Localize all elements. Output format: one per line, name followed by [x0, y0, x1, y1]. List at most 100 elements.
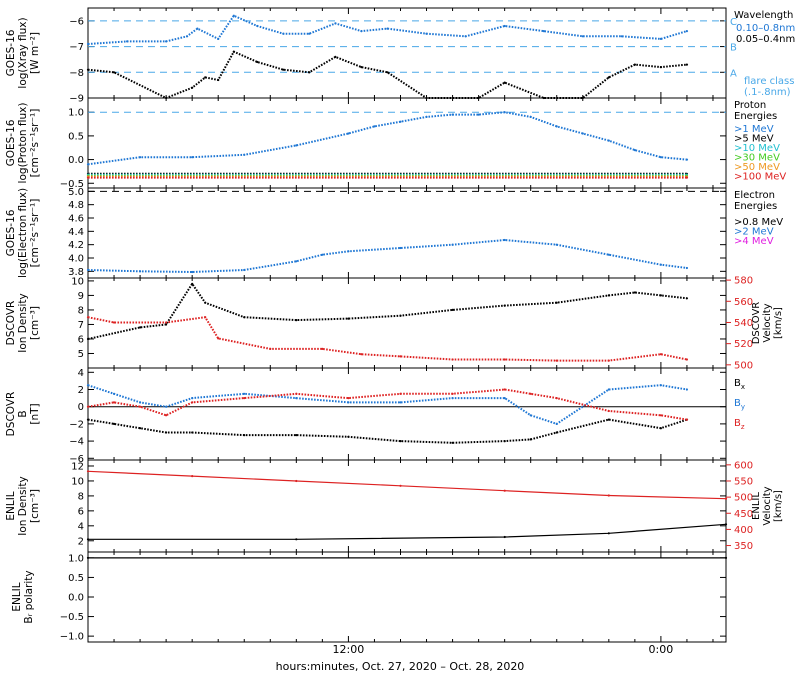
series-line	[87, 282, 688, 340]
data-point	[232, 14, 235, 17]
y-tick-label: 8	[78, 305, 84, 316]
y-tick-label: 0.5	[68, 573, 84, 584]
data-point	[295, 434, 298, 437]
data-point	[607, 418, 610, 421]
y-tick-label: −0.5	[60, 612, 84, 623]
data-point	[256, 60, 259, 64]
legend-title: Energies	[734, 111, 777, 122]
data-point	[360, 30, 363, 33]
y-axis-label: Ion Density	[17, 476, 29, 535]
data-point	[477, 113, 480, 116]
legend-title: Energies	[734, 201, 777, 212]
legend-entry: 0.10–0.8nm	[736, 23, 795, 34]
data-point	[243, 397, 246, 400]
panel-goes-proton: −0.5 0.0 0.5 1.0 GOES-16 log(Proton flux) [cm⁻…	[5, 97, 786, 190]
data-point	[555, 422, 558, 425]
panel-dscovr-mag: −6 −4 −2 0 2 4 DSCOVR B [nT] Bx By Bz	[5, 367, 745, 465]
y-tick-label: 7	[78, 320, 84, 331]
data-point	[243, 268, 246, 272]
data-point	[191, 397, 194, 400]
data-point	[503, 24, 506, 28]
y-tick-label: 8	[78, 491, 84, 502]
data-point	[503, 304, 506, 307]
data-point	[659, 37, 663, 41]
data-point	[373, 125, 376, 128]
y-tick-label: −9	[69, 94, 84, 105]
data-point	[308, 32, 311, 35]
data-point	[685, 30, 689, 33]
data-point	[243, 434, 246, 437]
data-point	[126, 40, 129, 43]
y-tick-label: 4	[78, 368, 84, 379]
data-point	[86, 316, 90, 319]
y2-axis-label: Velocity	[762, 303, 773, 342]
data-point	[165, 431, 168, 434]
data-point	[347, 132, 350, 135]
y-axis-label: ENLIL	[5, 491, 17, 520]
y-axis-label: GOES-16	[5, 209, 17, 256]
data-point	[451, 397, 454, 400]
data-point	[112, 392, 116, 395]
data-point	[399, 355, 402, 358]
y2-axis-label: [km/s]	[773, 490, 784, 522]
data-point	[503, 397, 506, 400]
series-line	[87, 470, 727, 500]
y-tick-label: 10	[71, 276, 84, 287]
data-point	[295, 319, 298, 322]
data-point	[191, 270, 194, 274]
data-point	[139, 156, 142, 159]
data-point	[607, 409, 610, 413]
data-point	[386, 27, 389, 30]
y-tick-label: 3.8	[68, 267, 84, 278]
data-point	[399, 484, 402, 487]
data-point	[334, 55, 337, 59]
y-tick-label: 5.0	[68, 187, 84, 198]
data-point	[139, 401, 142, 404]
series-line	[87, 384, 688, 425]
data-point	[685, 297, 689, 300]
data-point	[399, 246, 402, 250]
y-axis-label: [W m⁻²]	[29, 32, 41, 74]
data-point	[86, 384, 90, 387]
legend-entry: 0.05–0.4nm	[736, 34, 795, 45]
data-point	[503, 81, 506, 84]
data-point	[269, 347, 272, 350]
data-point	[724, 497, 728, 500]
data-point	[360, 66, 363, 69]
data-point	[724, 523, 728, 526]
data-point	[607, 253, 610, 256]
data-point	[165, 40, 168, 43]
y-tick-label: −6	[69, 454, 84, 465]
data-point	[86, 470, 90, 473]
data-point	[191, 401, 194, 404]
data-point	[191, 282, 194, 285]
data-point	[399, 401, 402, 404]
y-axis-label: [cm⁻²s⁻¹sr⁻¹]	[29, 199, 41, 268]
y2-tick-label: 580	[734, 276, 753, 287]
data-point	[425, 32, 428, 35]
y-tick-label: 0.0	[68, 155, 84, 166]
data-point	[86, 556, 90, 560]
data-point	[724, 556, 728, 560]
data-point	[451, 308, 454, 311]
y-axis-label: DSCOVR	[5, 392, 17, 437]
y-axis-label: B	[17, 410, 29, 417]
data-point	[607, 532, 610, 535]
threshold-label: B	[730, 43, 737, 54]
y2-axis-label: [km/s]	[773, 307, 784, 339]
legend-entry: >50 MeV	[734, 162, 780, 173]
data-point	[607, 494, 610, 497]
y-tick-label: 4.6	[68, 214, 84, 225]
data-point	[347, 317, 350, 320]
data-point	[86, 268, 90, 272]
data-point	[659, 414, 663, 417]
panel-frame	[87, 551, 727, 643]
y-tick-label: 6	[78, 334, 84, 345]
data-point	[659, 294, 663, 297]
series-line	[87, 316, 688, 362]
y-tick-label: 10	[71, 476, 84, 487]
y2-tick-label: 400	[734, 525, 753, 536]
data-point	[243, 392, 246, 395]
